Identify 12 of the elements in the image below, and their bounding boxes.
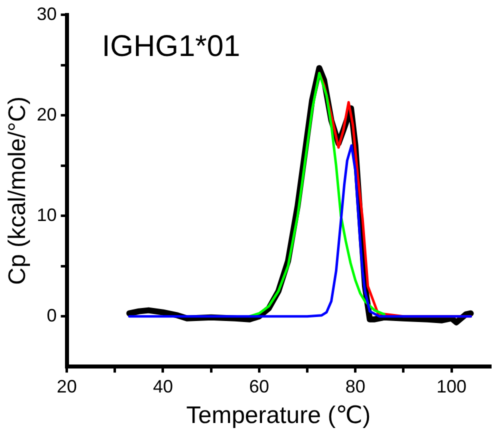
y-axis-title: Cp (kcal/mole/°C) — [4, 96, 32, 285]
x-tick-label: 20 — [56, 376, 77, 396]
x-tick-label: 40 — [152, 376, 174, 396]
x-tick-label: 100 — [436, 376, 467, 396]
y-tick-label: 30 — [36, 4, 57, 24]
y-tick-label: 10 — [36, 204, 57, 225]
y-tick-label: 0 — [46, 305, 57, 326]
annotation: IGHG1*01 — [102, 30, 240, 64]
x-tick-label: 60 — [249, 376, 270, 396]
y-tick-label: 20 — [36, 104, 57, 124]
x-tick-label: 80 — [345, 376, 366, 396]
x-axis-title: Temperature (℃) — [186, 402, 371, 430]
